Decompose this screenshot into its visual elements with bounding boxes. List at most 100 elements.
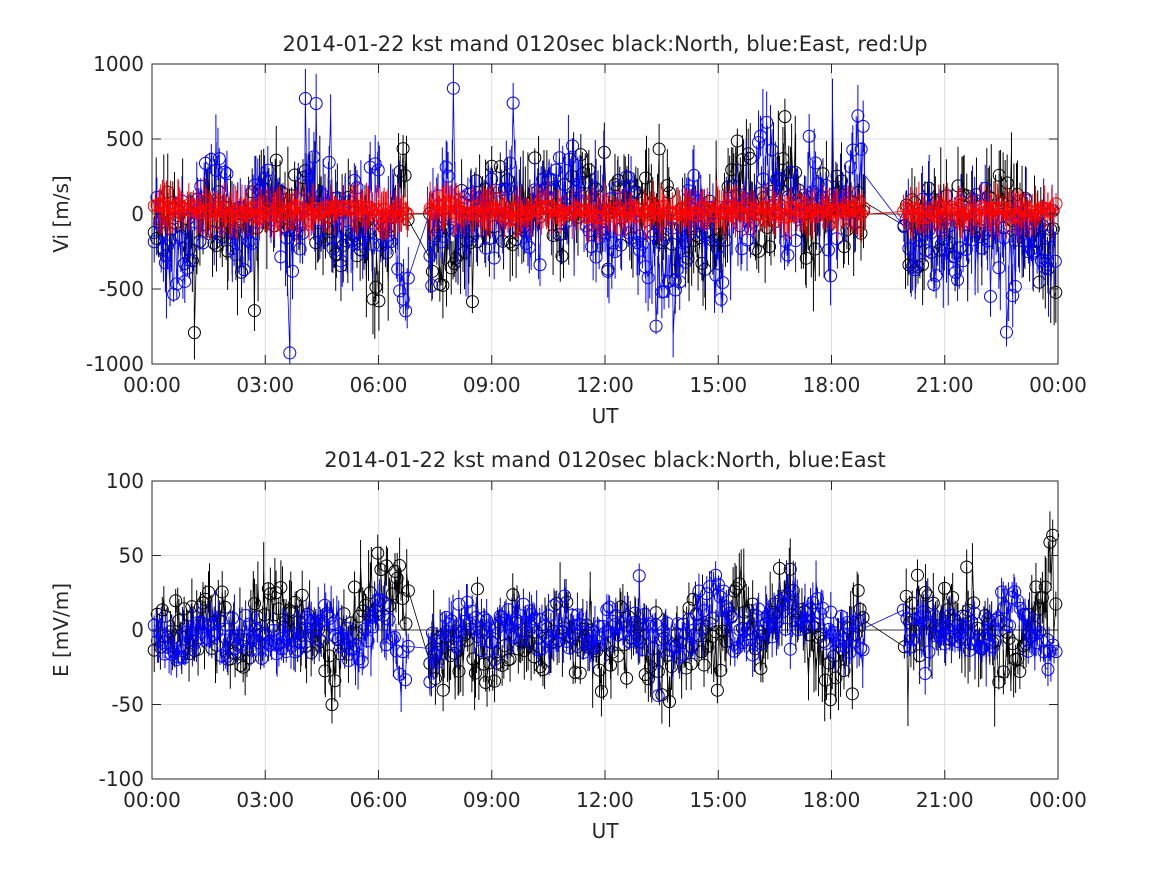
- velocity-data-point: [248, 178, 262, 192]
- velocity-data-point: [598, 226, 612, 240]
- efield-data-point: [635, 642, 649, 656]
- velocity-data-point: [339, 199, 353, 213]
- efield-data-point: [495, 610, 509, 624]
- efield-data-point: [196, 616, 210, 630]
- velocity-data-point: [366, 238, 380, 252]
- velocity-data-point: [369, 280, 383, 294]
- efield-data-point: [347, 641, 361, 655]
- efield-data-point: [827, 626, 841, 640]
- velocity-data-point: [630, 236, 644, 250]
- velocity-data-point: [163, 200, 177, 214]
- efield-data-point: [325, 698, 339, 712]
- velocity-data-point: [673, 275, 687, 289]
- efield-data-point: [477, 657, 491, 671]
- velocity-data-point: [528, 200, 542, 214]
- efield-data-point: [636, 618, 650, 632]
- efield-data-point: [929, 629, 943, 643]
- efield-data-point: [1029, 580, 1043, 594]
- efield-data-point: [1008, 585, 1022, 599]
- velocity-data-point: [1049, 197, 1063, 211]
- velocity-data-point: [709, 268, 723, 282]
- efield-data-point: [1038, 580, 1052, 594]
- efield-data-point: [638, 607, 652, 621]
- efield-data-point: [1011, 652, 1025, 666]
- velocity-data-point: [906, 259, 920, 273]
- velocity-data-point: [992, 168, 1006, 182]
- efield-data-point: [897, 640, 911, 654]
- velocity-data-point: [225, 242, 239, 256]
- velocity-data-point: [307, 150, 321, 164]
- efield-data-point: [948, 624, 962, 638]
- efield-data-point: [727, 644, 741, 658]
- efield-data-point: [1046, 528, 1060, 542]
- velocity-data-point: [401, 271, 415, 285]
- efield-data-point: [783, 642, 797, 656]
- efield-data-point: [248, 622, 262, 636]
- velocity-data-point: [199, 206, 213, 220]
- velocity-data-point: [1021, 208, 1035, 222]
- efield-data-point: [401, 584, 415, 598]
- efield-data-point: [632, 569, 646, 583]
- efield-data-point: [399, 673, 413, 687]
- velocity-data-point: [819, 178, 833, 192]
- efield-data-point: [746, 648, 760, 662]
- efield-data-point: [535, 641, 549, 655]
- efield-data-point: [709, 568, 723, 582]
- efield-data-point: [938, 637, 952, 651]
- velocity-data-point: [460, 200, 474, 214]
- velocity-data-point: [479, 241, 493, 255]
- efield-data-point: [837, 633, 851, 647]
- efield-data-point: [471, 630, 485, 644]
- efield-data-point: [837, 664, 851, 678]
- efield-data-point: [814, 607, 828, 621]
- efield-data-point: [185, 638, 199, 652]
- velocity-data-point: [256, 189, 270, 203]
- velocity-data-point: [967, 209, 981, 223]
- velocity-data-point: [204, 152, 218, 166]
- efield-data-point: [1010, 594, 1024, 608]
- efield-data-point: [823, 693, 837, 707]
- velocity-data-point: [336, 202, 350, 216]
- efield-data-point: [1033, 625, 1047, 639]
- efield-data-point: [611, 649, 625, 663]
- velocity-x-tick-label: 06:00: [350, 373, 408, 397]
- velocity-data-point: [391, 262, 405, 276]
- velocity-data-point: [361, 226, 375, 240]
- velocity-x-tick-label: 09:00: [463, 373, 521, 397]
- velocity-data-point: [215, 205, 229, 219]
- velocity-data-point: [784, 165, 798, 179]
- velocity-data-point: [427, 231, 441, 245]
- velocity-data-point: [916, 258, 930, 272]
- velocity-data-point: [269, 203, 283, 217]
- efield-data-point: [228, 642, 242, 656]
- efield-data-point: [724, 609, 738, 623]
- velocity-data-point: [387, 210, 401, 224]
- efield-x-tick-label: 18:00: [803, 788, 861, 812]
- velocity-data-point: [799, 251, 813, 265]
- velocity-data-point: [150, 198, 164, 212]
- velocity-data-point: [929, 268, 943, 282]
- efield-data-point: [450, 640, 464, 654]
- velocity-data-point: [927, 277, 941, 291]
- velocity-data-point: [433, 198, 447, 212]
- efield-data-point: [651, 689, 665, 703]
- velocity-data-point: [902, 242, 916, 256]
- velocity-data-point: [1026, 244, 1040, 258]
- velocity-data-point: [574, 148, 588, 162]
- efield-data-point: [293, 636, 307, 650]
- efield-series-layer: [147, 511, 1063, 728]
- efield-data-point: [714, 663, 728, 677]
- efield-data-point: [854, 641, 868, 655]
- velocity-data-point: [158, 256, 172, 270]
- velocity-data-point: [582, 224, 596, 238]
- velocity-data-point: [555, 249, 569, 263]
- efield-data-point: [671, 617, 685, 631]
- efield-data-point: [703, 580, 717, 594]
- velocity-data-point: [333, 199, 347, 213]
- efield-data-point: [697, 604, 711, 618]
- efield-data-point: [927, 609, 941, 623]
- efield-y-tick-label: -50: [111, 693, 144, 717]
- velocity-data-point: [647, 196, 661, 210]
- velocity-x-tick-label: 03:00: [236, 373, 294, 397]
